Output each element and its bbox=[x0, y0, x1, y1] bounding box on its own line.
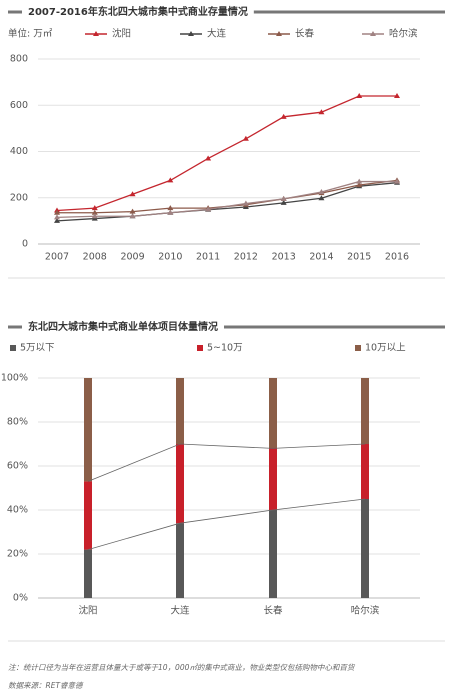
legend-marker bbox=[276, 31, 282, 36]
point-marker bbox=[167, 205, 174, 211]
y-tick-label: 100% bbox=[1, 373, 28, 384]
point-marker bbox=[129, 191, 136, 197]
legend-label: 5万以下 bbox=[20, 343, 55, 354]
point-marker bbox=[54, 217, 60, 223]
point-marker bbox=[205, 155, 212, 161]
bar-segment bbox=[361, 444, 369, 499]
note: 注：统计口径为当年在运营且体量大于或等于10，000㎡的集中式商业，物业类型仅包… bbox=[8, 663, 356, 672]
y-tick-label: 200 bbox=[10, 192, 28, 203]
bar-segment bbox=[84, 378, 92, 482]
bar-segment bbox=[361, 378, 369, 444]
legend-label: 长春 bbox=[295, 28, 315, 40]
chart-title: 2007-2016年东北四大城市集中式商业存量情况 bbox=[28, 5, 248, 18]
bar-segment bbox=[269, 448, 277, 510]
bar-segment bbox=[84, 549, 92, 598]
legend-label: 沈阳 bbox=[112, 28, 131, 40]
x-tick-label: 2010 bbox=[158, 252, 182, 263]
x-tick-label: 2013 bbox=[272, 252, 296, 263]
x-tick-label: 2014 bbox=[309, 252, 333, 263]
point-marker bbox=[91, 209, 98, 215]
legend-label: 10万以上 bbox=[365, 343, 406, 354]
point-marker bbox=[280, 195, 287, 201]
y-tick-label: 0% bbox=[13, 593, 28, 604]
chart-title: 东北四大城市集中式商业单体项目体量情况 bbox=[28, 320, 218, 333]
point-marker bbox=[167, 209, 174, 215]
y-tick-label: 20% bbox=[7, 549, 28, 560]
point-marker bbox=[280, 199, 287, 205]
y-tick-label: 80% bbox=[7, 417, 28, 428]
point-marker bbox=[318, 188, 325, 194]
bar-segment bbox=[269, 510, 277, 598]
point-marker bbox=[54, 209, 60, 215]
x-tick-label: 大连 bbox=[170, 605, 190, 617]
series-line bbox=[56, 95, 397, 212]
stack-connector bbox=[87, 498, 366, 550]
point-marker bbox=[129, 208, 136, 214]
legend-label: 大连 bbox=[207, 28, 227, 40]
x-tick-label: 2009 bbox=[120, 252, 144, 263]
bar-segment bbox=[176, 444, 184, 524]
stack-connector bbox=[87, 443, 366, 482]
x-tick-label: 2011 bbox=[196, 252, 220, 263]
bar-segment bbox=[269, 378, 277, 449]
bar-segment bbox=[361, 499, 369, 598]
y-tick-label: 800 bbox=[10, 54, 28, 65]
legend-marker bbox=[93, 31, 99, 36]
point-marker bbox=[205, 206, 212, 212]
legend-label: 哈尔滨 bbox=[389, 28, 418, 40]
point-marker bbox=[394, 178, 400, 184]
bar-segment bbox=[176, 378, 184, 444]
point-marker bbox=[356, 93, 363, 98]
series-line bbox=[56, 180, 397, 219]
y-tick-label: 0 bbox=[22, 239, 28, 250]
point-marker bbox=[280, 113, 287, 119]
point-marker bbox=[54, 214, 60, 220]
bar-segment bbox=[176, 523, 184, 598]
point-marker bbox=[242, 135, 249, 141]
legend-marker bbox=[188, 31, 194, 36]
series-line bbox=[56, 182, 398, 222]
x-tick-label: 2015 bbox=[347, 252, 371, 263]
x-tick-label: 2016 bbox=[385, 252, 409, 263]
point-marker bbox=[356, 178, 363, 184]
x-tick-label: 沈阳 bbox=[78, 605, 97, 617]
bar-segment bbox=[84, 481, 92, 550]
legend-marker bbox=[370, 31, 376, 36]
point-marker bbox=[394, 93, 400, 98]
x-tick-label: 2012 bbox=[234, 252, 258, 263]
y-tick-label: 400 bbox=[10, 146, 28, 157]
y-tick-label: 60% bbox=[7, 461, 28, 472]
point-marker bbox=[242, 200, 249, 206]
legend-swatch bbox=[197, 345, 203, 351]
point-marker bbox=[356, 182, 363, 188]
legend-swatch bbox=[10, 345, 16, 351]
point-marker bbox=[129, 213, 136, 219]
legend-label: 5~10万 bbox=[207, 343, 243, 354]
point-marker bbox=[91, 205, 98, 211]
point-marker bbox=[318, 109, 325, 115]
y-axis-label: 单位: 万㎡ bbox=[8, 28, 53, 40]
legend-swatch bbox=[355, 345, 361, 351]
y-tick-label: 40% bbox=[7, 505, 28, 516]
x-tick-label: 2008 bbox=[83, 252, 107, 263]
point-marker bbox=[91, 213, 98, 219]
source: 数据来源：RET睿意德 bbox=[8, 681, 84, 690]
x-tick-label: 2007 bbox=[45, 252, 69, 263]
x-tick-label: 哈尔滨 bbox=[351, 605, 380, 617]
point-marker bbox=[318, 195, 325, 201]
point-marker bbox=[167, 177, 174, 183]
x-tick-label: 长春 bbox=[263, 605, 283, 617]
y-tick-label: 600 bbox=[10, 100, 28, 111]
